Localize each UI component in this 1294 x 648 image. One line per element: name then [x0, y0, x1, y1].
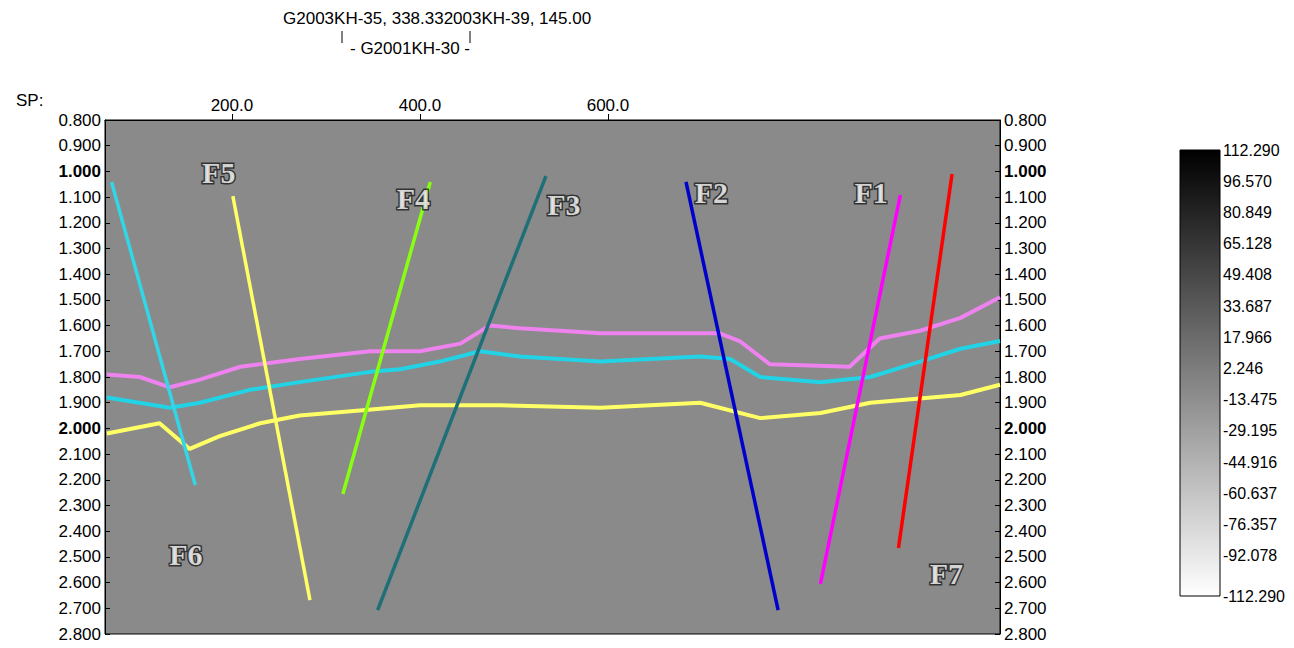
svg-text:49.408: 49.408	[1223, 266, 1272, 283]
svg-text:1.200: 1.200	[58, 213, 101, 232]
svg-text:1.000: 1.000	[1004, 162, 1047, 181]
svg-text:F5: F5	[202, 156, 235, 189]
svg-text:2.500: 2.500	[58, 547, 101, 566]
svg-text:0.800: 0.800	[1004, 111, 1047, 130]
svg-text:2.000: 2.000	[1004, 419, 1047, 438]
svg-text:F2: F2	[695, 176, 728, 209]
svg-text:1.800: 1.800	[1004, 368, 1047, 387]
svg-text:2.800: 2.800	[1004, 625, 1047, 644]
svg-text:F4: F4	[397, 182, 430, 215]
svg-text:600.0: 600.0	[587, 96, 630, 115]
svg-text:2.100: 2.100	[1004, 445, 1047, 464]
svg-text:2.500: 2.500	[1004, 547, 1047, 566]
svg-text:-60.637: -60.637	[1223, 485, 1277, 502]
svg-text:1.400: 1.400	[1004, 265, 1047, 284]
svg-text:80.849: 80.849	[1223, 204, 1272, 221]
svg-text:2.300: 2.300	[58, 496, 101, 515]
svg-text:0.800: 0.800	[58, 111, 101, 130]
svg-text:1.600: 1.600	[1004, 316, 1047, 335]
svg-text:F3: F3	[547, 188, 580, 221]
svg-text:1.100: 1.100	[58, 188, 101, 207]
svg-text:SP:: SP:	[16, 91, 43, 110]
svg-text:F6: F6	[169, 538, 202, 571]
svg-text:2.400: 2.400	[58, 522, 101, 541]
svg-text:-13.475: -13.475	[1223, 391, 1277, 408]
svg-text:G2003KH-35, 338.332003KH-39, 1: G2003KH-35, 338.332003KH-39, 145.00	[283, 9, 591, 28]
svg-text:1.400: 1.400	[58, 265, 101, 284]
svg-text:1.200: 1.200	[1004, 213, 1047, 232]
svg-text:-44.916: -44.916	[1223, 454, 1277, 471]
svg-text:-76.357: -76.357	[1223, 516, 1277, 533]
svg-text:1.700: 1.700	[58, 342, 101, 361]
svg-text:1.100: 1.100	[1004, 188, 1047, 207]
svg-text:-112.290: -112.290	[1223, 588, 1285, 605]
svg-text:2.700: 2.700	[1004, 599, 1047, 618]
svg-text:112.290: 112.290	[1223, 142, 1280, 159]
svg-text:1.900: 1.900	[1004, 393, 1047, 412]
svg-text:2.100: 2.100	[58, 445, 101, 464]
svg-text:1.300: 1.300	[58, 239, 101, 258]
svg-text:2.600: 2.600	[58, 573, 101, 592]
svg-text:F7: F7	[930, 557, 963, 590]
svg-text:-29.195: -29.195	[1223, 422, 1277, 439]
svg-text:1.500: 1.500	[58, 290, 101, 309]
svg-text:65.128: 65.128	[1223, 235, 1272, 252]
svg-text:2.200: 2.200	[1004, 470, 1047, 489]
svg-text:1.800: 1.800	[58, 368, 101, 387]
svg-text:- G2001KH-30 -: - G2001KH-30 -	[350, 39, 470, 58]
svg-text:200.0: 200.0	[211, 96, 254, 115]
svg-text:2.000: 2.000	[58, 419, 101, 438]
svg-text:96.570: 96.570	[1223, 173, 1272, 190]
svg-text:1.700: 1.700	[1004, 342, 1047, 361]
svg-text:2.800: 2.800	[58, 625, 101, 644]
svg-text:17.966: 17.966	[1223, 329, 1272, 346]
svg-text:2.200: 2.200	[58, 470, 101, 489]
svg-text:2.246: 2.246	[1223, 360, 1263, 377]
svg-text:1.500: 1.500	[1004, 290, 1047, 309]
svg-text:2.300: 2.300	[1004, 496, 1047, 515]
svg-text:2.400: 2.400	[1004, 522, 1047, 541]
svg-text:1.900: 1.900	[58, 393, 101, 412]
svg-text:1.300: 1.300	[1004, 239, 1047, 258]
svg-text:2.700: 2.700	[58, 599, 101, 618]
svg-text:0.900: 0.900	[1004, 136, 1047, 155]
svg-text:2.600: 2.600	[1004, 573, 1047, 592]
svg-text:400.0: 400.0	[399, 96, 442, 115]
svg-text:-92.078: -92.078	[1223, 547, 1277, 564]
svg-text:0.900: 0.900	[58, 136, 101, 155]
svg-text:F1: F1	[855, 176, 888, 209]
svg-text:1.000: 1.000	[58, 162, 101, 181]
svg-text:33.687: 33.687	[1223, 298, 1272, 315]
svg-text:1.600: 1.600	[58, 316, 101, 335]
